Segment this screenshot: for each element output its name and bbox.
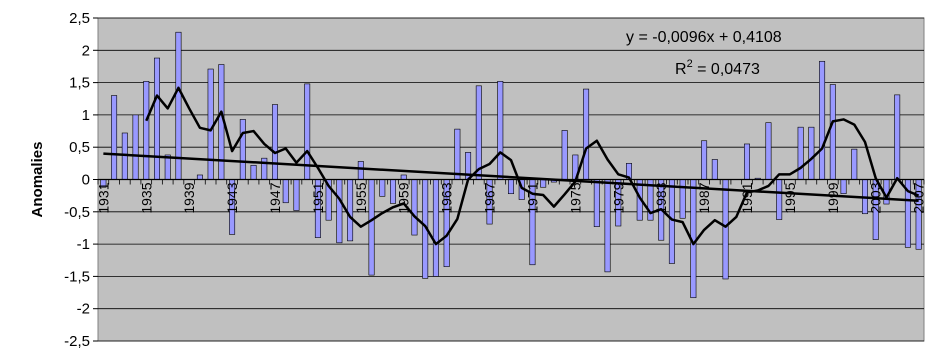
- bar: [679, 179, 686, 219]
- bar: [111, 95, 118, 180]
- bar: [722, 179, 729, 280]
- bar: [497, 81, 504, 180]
- bar: [207, 68, 214, 180]
- bar: [336, 179, 343, 244]
- bar: [121, 132, 128, 180]
- bar: [894, 94, 901, 180]
- bar: [808, 126, 815, 180]
- r-squared-value: = 0,0473: [693, 61, 760, 78]
- bar: [293, 179, 300, 211]
- y-tick-labels: 2,5 2 1,5 1 0,5 0 -0,5 -1 -1,5 -2 -2,5: [64, 10, 90, 350]
- smoothed-line-path: [145, 86, 920, 246]
- y-tick-label: -2,5: [64, 333, 90, 350]
- x-tick-label: 1971: [524, 182, 540, 213]
- bar: [797, 126, 804, 180]
- x-tick-labels: 1931 1935 1939 1943 1947 1951 1955 1959 1963 1967…: [95, 182, 926, 213]
- x-tick-label: 1939: [181, 182, 197, 213]
- bar: [239, 119, 246, 180]
- x-tick-label: 1991: [739, 182, 755, 213]
- x-tick-label: 1995: [782, 182, 798, 213]
- bar: [411, 179, 418, 236]
- y-tick-label: -2: [77, 301, 90, 318]
- bar: [851, 148, 858, 180]
- bar: [561, 130, 568, 180]
- trendline-path: [103, 152, 919, 202]
- bar-series: [100, 31, 922, 299]
- bar: [508, 179, 514, 195]
- bar: [668, 179, 675, 264]
- bar: [154, 57, 160, 180]
- bar: [540, 179, 547, 188]
- bar: [143, 81, 150, 180]
- y-tick-label: -1: [77, 236, 90, 253]
- bar: [132, 114, 139, 180]
- bar: [261, 157, 268, 180]
- trendline-equation: y = -0,0096x + 0,4108: [626, 29, 782, 46]
- bar: [250, 164, 257, 180]
- bar: [840, 179, 847, 195]
- r-squared-exponent: 2: [687, 58, 693, 70]
- bar: [272, 104, 278, 180]
- x-tick-label: 1935: [138, 182, 154, 213]
- smoothed-line: [145, 86, 920, 246]
- bar: [711, 159, 718, 180]
- x-tick-label: 1963: [439, 182, 455, 213]
- y-tick-label: 0,5: [69, 139, 90, 156]
- bar: [701, 140, 708, 180]
- trendline: [103, 152, 919, 202]
- x-tick-label: 1931: [95, 182, 111, 213]
- x-tick-label: 1951: [310, 182, 326, 213]
- bar: [368, 179, 375, 276]
- r-squared-r: R: [675, 61, 687, 78]
- y-tick-label: 0: [82, 172, 90, 189]
- y-tick-label: 2: [82, 42, 90, 59]
- x-tick-label: 1975: [567, 182, 583, 213]
- bar: [819, 60, 826, 180]
- bar: [357, 161, 364, 180]
- y-tick-label: -0,5: [64, 204, 90, 221]
- bar: [765, 122, 772, 180]
- x-tick-label: 1987: [696, 182, 712, 213]
- x-axis: [97, 178, 925, 185]
- bar: [744, 143, 750, 180]
- bar: [593, 179, 600, 227]
- bar: [583, 88, 590, 180]
- x-tick-label: 1983: [653, 182, 669, 213]
- bar: [400, 174, 407, 180]
- bar: [282, 179, 289, 204]
- bar: [196, 174, 203, 180]
- y-axis-label: Anomalies: [29, 142, 46, 218]
- y-tick-label: 2,5: [69, 10, 90, 27]
- bar: [379, 179, 386, 197]
- bar: [475, 85, 482, 180]
- r-squared-label: R2 = 0,0473: [675, 58, 760, 78]
- bar: [829, 84, 836, 180]
- x-tick-label: 2003: [868, 182, 884, 213]
- x-tick-label: 1999: [825, 182, 841, 213]
- x-tick-label: 1967: [482, 182, 498, 213]
- x-tick-label: 1943: [224, 182, 240, 213]
- y-tick-label: 1: [82, 107, 90, 124]
- y-tick-label: -1,5: [64, 268, 90, 285]
- bar: [454, 128, 461, 180]
- x-tick-label: 1959: [396, 182, 412, 213]
- y-tick-label: 1,5: [69, 75, 90, 92]
- x-tick-label: 1947: [267, 182, 283, 213]
- x-tick-label: 2007: [911, 182, 927, 213]
- x-tick-label: 1955: [353, 182, 369, 213]
- x-tick-label: 1979: [610, 182, 626, 213]
